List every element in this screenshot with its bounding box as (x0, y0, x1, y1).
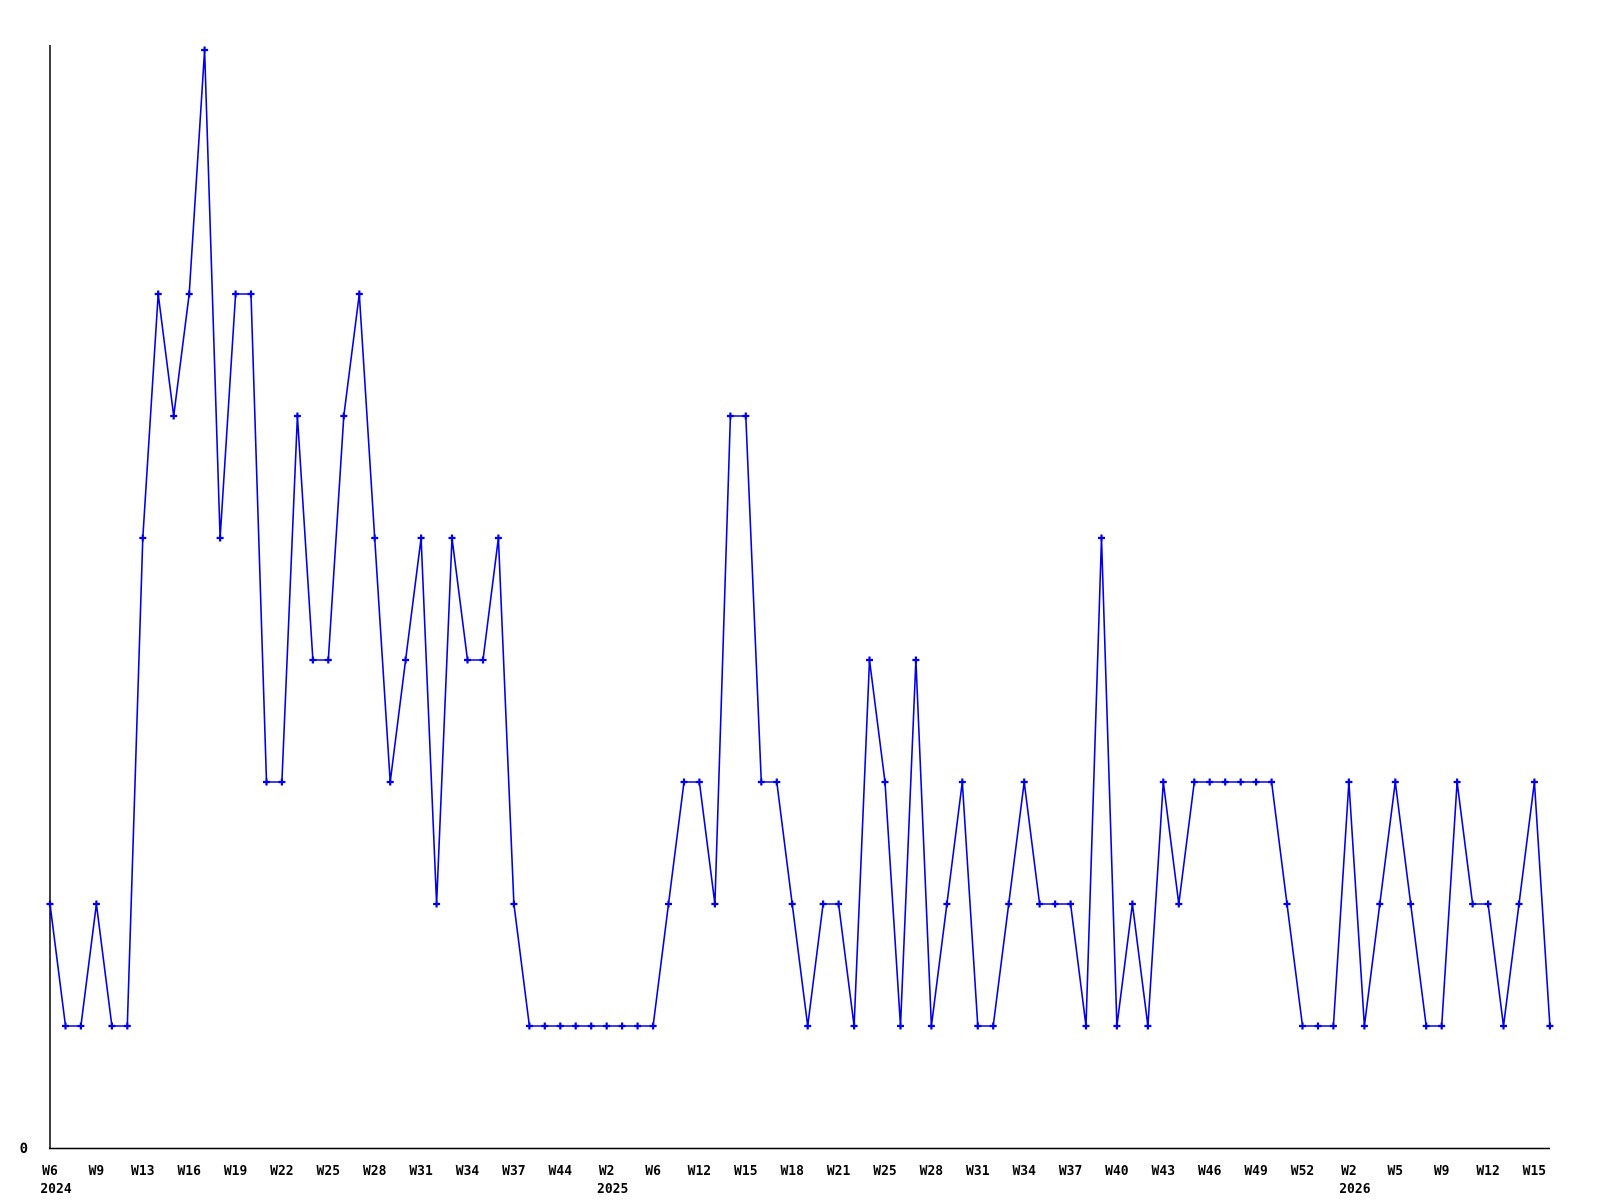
x-tick-label: W5 (1387, 1164, 1403, 1179)
x-year-labels: 2024 2025 2026 (40, 1182, 1370, 1197)
x-tick-label: W15 (1523, 1164, 1546, 1179)
x-tick-label: W37 (1059, 1164, 1082, 1179)
x-tick-label: W25 (873, 1164, 896, 1179)
x-tick-label: W31 (409, 1164, 433, 1179)
x-year-label: 2024 (40, 1182, 71, 1197)
x-tick-label: W21 (827, 1164, 851, 1179)
x-year-label: 2025 (597, 1182, 628, 1197)
x-tick-label: W34 (456, 1164, 480, 1179)
x-tick-label: W46 (1198, 1164, 1222, 1179)
series-line (49, 49, 1551, 1027)
x-tick-label: W44 (549, 1164, 573, 1179)
x-tick-label: W18 (780, 1164, 804, 1179)
x-tick-label: W34 (1012, 1164, 1036, 1179)
y-axis-zero-label: 0 (20, 1141, 28, 1157)
x-tick-label: W2 (599, 1164, 615, 1179)
x-tick-label: W28 (363, 1164, 387, 1179)
x-tick-label: W31 (966, 1164, 990, 1179)
axes (49, 45, 1550, 1150)
series-markers (46, 46, 1554, 1030)
x-tick-label: W37 (502, 1164, 525, 1179)
x-tick-label: W6 (645, 1164, 661, 1179)
x-tick-label: W40 (1105, 1164, 1129, 1179)
x-tick-label: W43 (1152, 1164, 1175, 1179)
x-tick-label: W6 (42, 1164, 58, 1179)
x-tick-label: W16 (177, 1164, 201, 1179)
x-tick-label: W19 (224, 1164, 247, 1179)
x-tick-label: W22 (270, 1164, 293, 1179)
data-point-markers (46, 46, 1554, 1030)
x-tick-label: W2 (1341, 1164, 1357, 1179)
x-tick-label: W13 (131, 1164, 154, 1179)
x-tick-label: W9 (1434, 1164, 1450, 1179)
x-tick-label: W49 (1244, 1164, 1267, 1179)
x-tick-label: W12 (688, 1164, 711, 1179)
x-tick-label: W28 (920, 1164, 944, 1179)
x-tick-label: W52 (1291, 1164, 1314, 1179)
x-tick-label: W15 (734, 1164, 757, 1179)
x-tick-label: W12 (1476, 1164, 1499, 1179)
x-tick-labels: W6 W9 W13 W16 W19 W22 W25 W28 W31 W34 W37 W44 W2 W6 W1… (42, 1164, 1546, 1179)
x-tick-label: W25 (317, 1164, 340, 1179)
x-year-label: 2026 (1339, 1182, 1370, 1197)
data-series (49, 49, 1551, 1027)
x-tick-label: W9 (89, 1164, 105, 1179)
